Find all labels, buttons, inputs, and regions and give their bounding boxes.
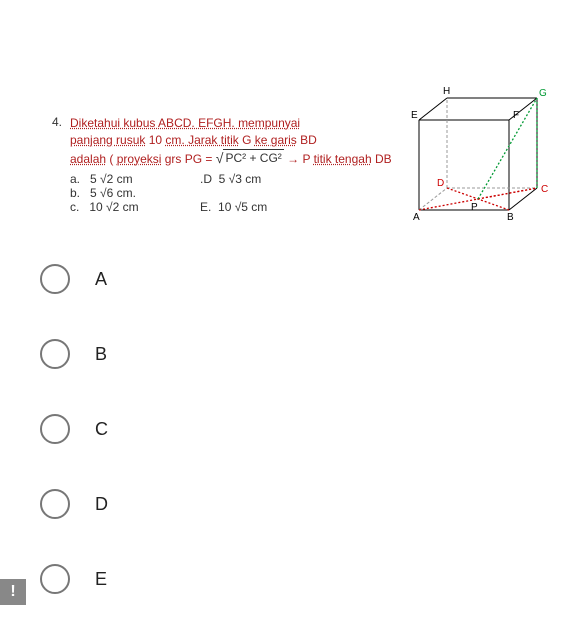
option-C[interactable]: C — [40, 414, 569, 444]
option-label: A — [95, 269, 107, 290]
label-B: B — [507, 212, 514, 223]
radio-icon — [40, 264, 70, 294]
label-G: G — [539, 88, 547, 99]
radio-icon — [40, 564, 70, 594]
question-text: Diketahui kubus ABCD. EFGH. mempunyai pa… — [70, 115, 410, 168]
option-A[interactable]: A — [40, 264, 569, 294]
label-H: H — [443, 86, 450, 97]
label-A: A — [413, 212, 420, 223]
label-F: F — [513, 110, 519, 121]
cube-diagram: A B C D E F G H P — [409, 80, 549, 230]
label-P: P — [471, 202, 478, 213]
option-label: B — [95, 344, 107, 365]
info-tab-icon[interactable]: ! — [0, 579, 26, 605]
label-C: C — [541, 184, 548, 195]
option-E[interactable]: E — [40, 564, 569, 594]
option-D[interactable]: D — [40, 489, 569, 519]
option-B[interactable]: B — [40, 339, 569, 369]
label-D: D — [437, 178, 444, 189]
radio-icon — [40, 414, 70, 444]
radio-icon — [40, 339, 70, 369]
question-number: 4. — [52, 115, 62, 129]
option-label: E — [95, 569, 107, 590]
option-label: D — [95, 494, 108, 515]
radio-icon — [40, 489, 70, 519]
option-label: C — [95, 419, 108, 440]
label-E: E — [411, 110, 418, 121]
